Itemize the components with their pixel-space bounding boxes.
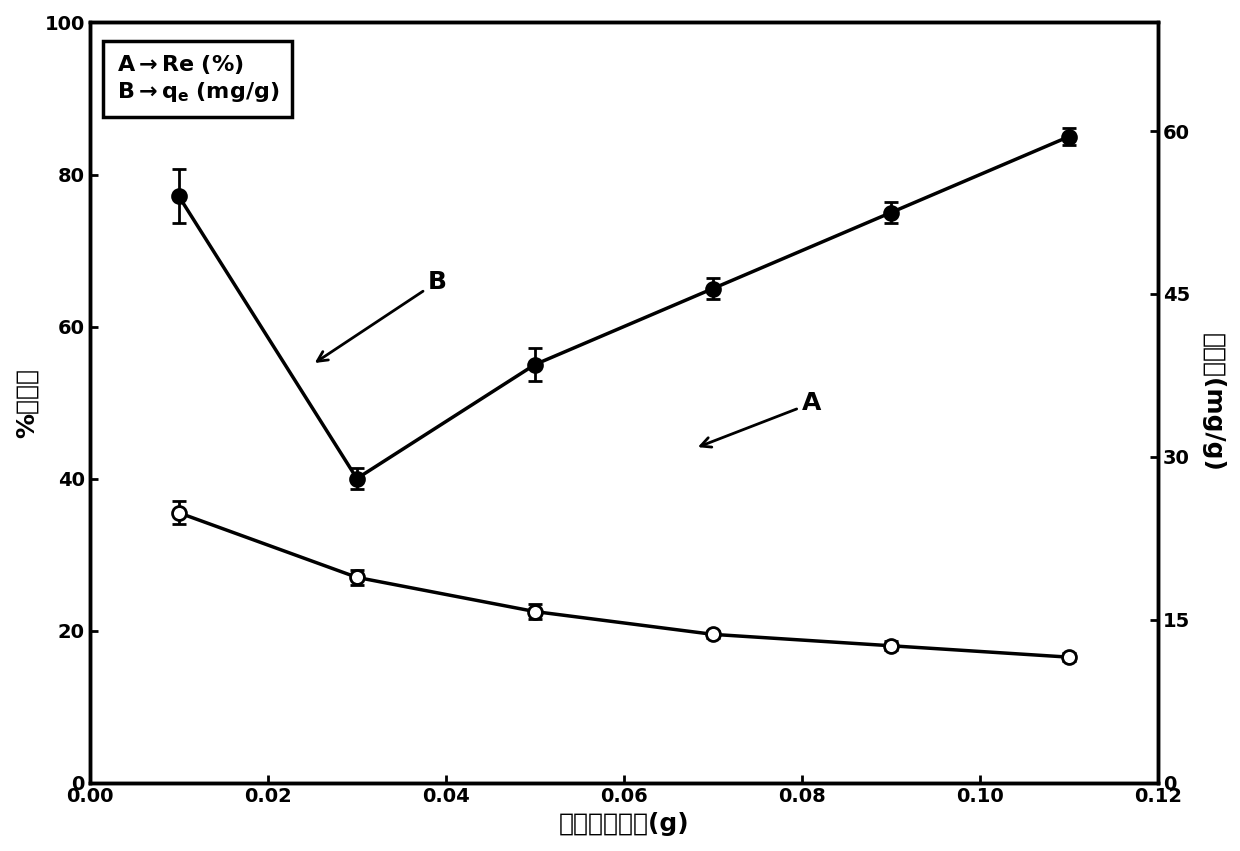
Text: $\mathbf{A\rightarrow Re\ (\%)}$
$\mathbf{B\rightarrow q_e\ (mg/g)}$: $\mathbf{A\rightarrow Re\ (\%)}$ $\mathb…: [117, 53, 279, 104]
Text: B: B: [317, 270, 448, 362]
X-axis label: 吸附剂添加量(g): 吸附剂添加量(g): [559, 812, 689, 836]
Y-axis label: 吸附量(mg/g): 吸附量(mg/g): [1202, 333, 1225, 472]
Text: A: A: [701, 391, 821, 447]
Y-axis label: %吸附率: %吸附率: [15, 368, 38, 437]
